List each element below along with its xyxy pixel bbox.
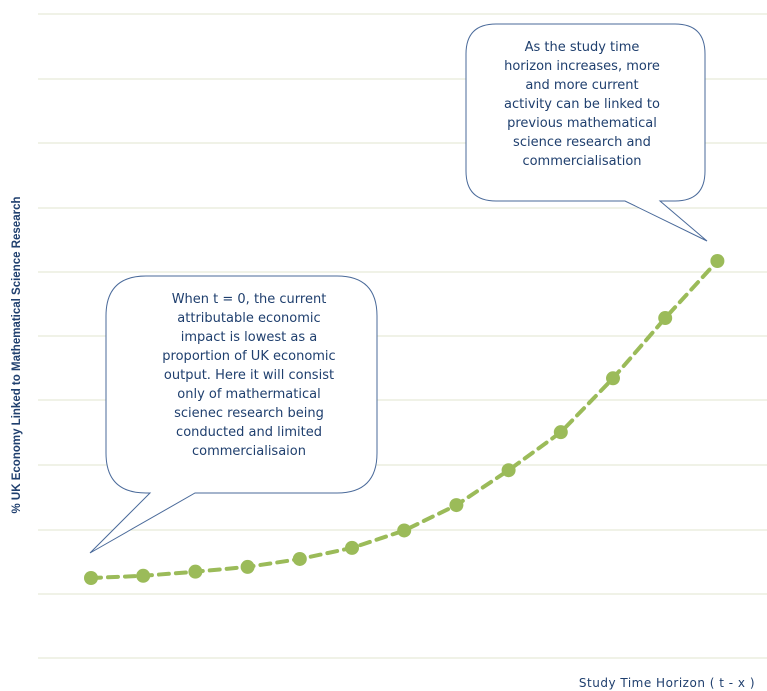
x-axis-label: Study Time Horizon ( t - x ) [578, 676, 755, 690]
data-point [240, 559, 255, 574]
callout-right-text: As the study time horizon increases, more… [482, 38, 682, 171]
data-point [188, 564, 203, 579]
data-point [710, 254, 725, 268]
callout-line: As the study time [524, 40, 640, 55]
callout-line: commercialisation [522, 154, 642, 169]
callout-right-bubble [465, 23, 708, 242]
data-point [136, 568, 151, 583]
data-point [397, 523, 412, 538]
callout-line: conducted and limited [176, 425, 322, 440]
data-point [345, 540, 359, 555]
data-point [658, 311, 673, 326]
data-point [292, 551, 307, 566]
callout-line: commercialisaion [192, 444, 306, 459]
callout-line: impact is lowest as a [180, 330, 318, 345]
data-point [606, 371, 620, 386]
y-axis-label: % UK Economy Linked to Mathematical Scie… [11, 196, 23, 514]
callout-left-text: When t = 0, the current attributable econ… [138, 290, 360, 461]
callout-line: and more current [525, 78, 639, 93]
callout-line: proportion of UK economic [162, 349, 336, 364]
callout-line: previous mathematical [507, 116, 657, 131]
callout-line: When t = 0, the current [171, 292, 327, 307]
callout-line: scienec research being [174, 406, 324, 421]
data-point [84, 571, 98, 585]
callout-line: activity can be linked to [504, 97, 660, 112]
data-point [553, 425, 568, 440]
callout-left-bubble [89, 275, 378, 554]
data-point [501, 463, 516, 478]
callout-line: output. Here it will consist [163, 368, 335, 383]
callout-line: science research and [513, 135, 651, 150]
data-points [84, 254, 725, 585]
callout-line: horizon increases, more [504, 59, 660, 74]
data-point [449, 498, 464, 513]
callout-line: attributable economic [177, 311, 321, 326]
callout-line: only of mathermatical [177, 387, 321, 402]
callout-shapes [89, 23, 708, 554]
